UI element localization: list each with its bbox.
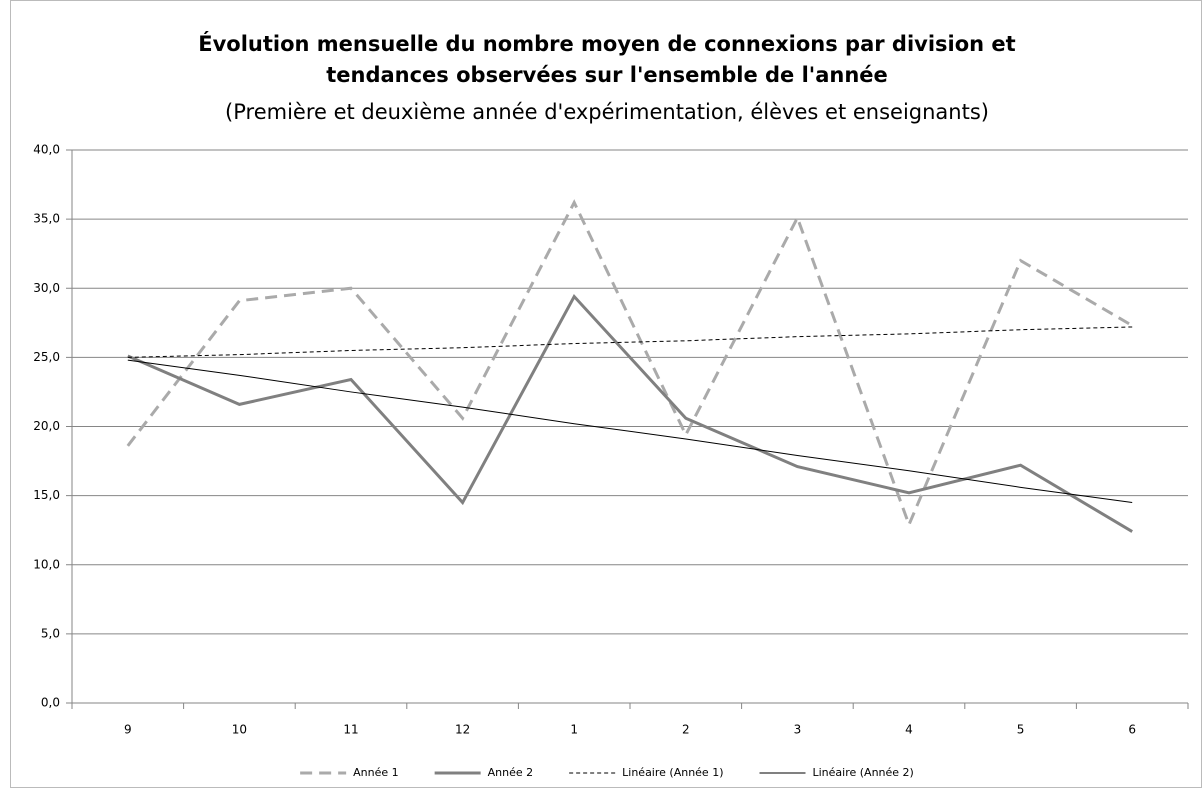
x-tick-label: 9 bbox=[124, 723, 132, 737]
chart-subtitle: (Première et deuxième année d'expériment… bbox=[225, 100, 989, 124]
x-tick-label: 12 bbox=[455, 723, 470, 737]
x-tick-label: 1 bbox=[570, 723, 578, 737]
y-tick-label: 35,0 bbox=[33, 212, 60, 226]
chart-title: tendances observées sur l'ensemble de l'… bbox=[326, 63, 888, 87]
x-tick-label: 3 bbox=[794, 723, 802, 737]
x-tick-label: 5 bbox=[1017, 723, 1025, 737]
legend-label: Année 1 bbox=[353, 766, 399, 779]
x-tick-label: 6 bbox=[1128, 723, 1136, 737]
series-line bbox=[127, 359, 1133, 504]
chart-border bbox=[10, 0, 1202, 788]
y-tick-label: 10,0 bbox=[33, 557, 60, 571]
y-tick-label: 15,0 bbox=[33, 488, 60, 502]
series-line bbox=[126, 199, 1133, 529]
chart-title: Évolution mensuelle du nombre moyen de c… bbox=[198, 31, 1015, 56]
y-tick-label: 5,0 bbox=[41, 626, 60, 640]
x-tick-label: 2 bbox=[682, 723, 690, 737]
x-tick-label: 10 bbox=[232, 723, 247, 737]
y-tick-label: 0,0 bbox=[41, 696, 60, 710]
x-tick-label: 11 bbox=[343, 723, 358, 737]
y-tick-label: 20,0 bbox=[33, 419, 60, 433]
y-tick-label: 25,0 bbox=[33, 350, 60, 364]
legend-label: Linéaire (Année 1) bbox=[622, 766, 723, 779]
legend-label: Linéaire (Année 2) bbox=[813, 766, 914, 779]
y-tick-label: 30,0 bbox=[33, 281, 60, 295]
legend-label: Année 2 bbox=[488, 766, 534, 779]
y-tick-label: 40,0 bbox=[33, 143, 60, 157]
x-tick-label: 4 bbox=[905, 723, 913, 737]
